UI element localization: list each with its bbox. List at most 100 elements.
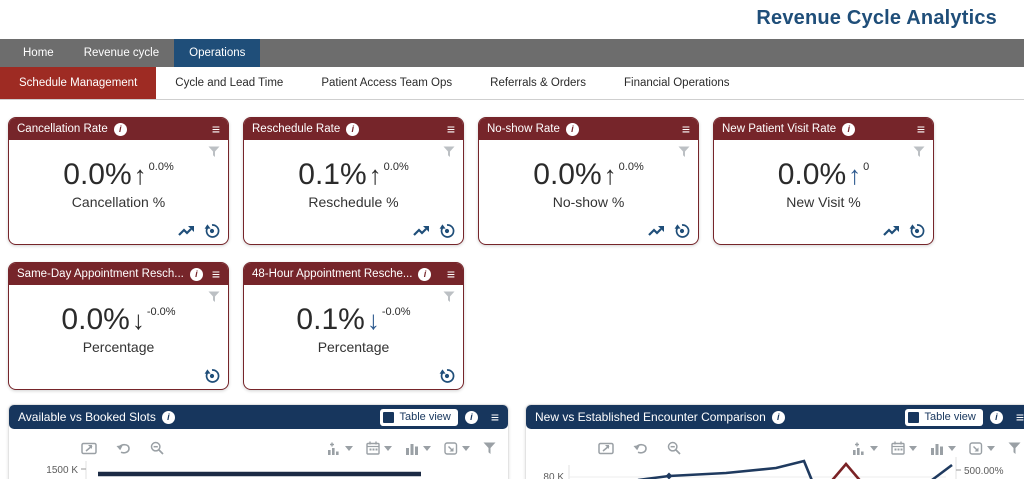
undo-icon[interactable] bbox=[116, 442, 131, 455]
filter-icon[interactable] bbox=[483, 442, 496, 455]
history-icon[interactable] bbox=[439, 223, 455, 239]
table-view-toggle[interactable]: Table view bbox=[380, 408, 458, 426]
nav-tab-home[interactable]: Home bbox=[23, 47, 54, 59]
up-arrow-icon: ↑ bbox=[368, 160, 382, 190]
info-icon[interactable]: i bbox=[418, 267, 432, 281]
export-dropdown[interactable] bbox=[444, 441, 470, 455]
info-icon[interactable]: i bbox=[161, 410, 175, 424]
menu-icon[interactable]: ≡ bbox=[490, 409, 499, 425]
kpi-value: 0.0%↑ 0 New Visit % bbox=[714, 158, 933, 210]
trend-line-icon[interactable] bbox=[178, 225, 195, 237]
kpi-footer-icons bbox=[178, 223, 220, 239]
kpi-card-body: 0.0%↑ 0 New Visit % bbox=[714, 140, 933, 245]
down-arrow-icon: ↓ bbox=[131, 305, 145, 335]
toolbar-right-group bbox=[851, 441, 1021, 455]
tab-patient-access-team-ops[interactable]: Patient Access Team Ops bbox=[321, 77, 453, 89]
kpi-footer-icons bbox=[648, 223, 690, 239]
kpi-delta: -0.0% bbox=[381, 306, 411, 318]
chart-type-dropdown[interactable] bbox=[930, 442, 956, 455]
zoom-out-icon[interactable] bbox=[150, 441, 164, 455]
primary-nav: Home Revenue cycle Operations bbox=[0, 39, 1024, 67]
kpi-card-header: No-show Rate i ≡ bbox=[479, 118, 698, 140]
filter-icon[interactable] bbox=[678, 145, 690, 163]
bar-plus-icon bbox=[853, 442, 864, 455]
kpi-card-48-hour-reschedule: 48-Hour Appointment Resche... i ≡ 0.1%↓ -… bbox=[243, 262, 464, 390]
kpi-card-body: 0.1%↓ -0.0% Percentage bbox=[244, 285, 463, 390]
info-icon[interactable]: i bbox=[113, 122, 127, 136]
trend-line-icon[interactable] bbox=[883, 225, 900, 237]
kpi-card-header: 48-Hour Appointment Resche... i ≡ bbox=[244, 263, 463, 285]
info-icon[interactable]: i bbox=[189, 267, 203, 281]
add-metric-dropdown[interactable] bbox=[326, 442, 353, 455]
kpi-card-title: New Patient Visit Rate bbox=[722, 123, 837, 135]
kpi-card-title: Same-Day Appointment Resch... bbox=[17, 268, 184, 280]
filter-icon[interactable] bbox=[1008, 442, 1021, 455]
history-icon[interactable] bbox=[204, 223, 220, 239]
menu-icon[interactable]: ≡ bbox=[681, 121, 690, 137]
chart-type-dropdown[interactable] bbox=[405, 442, 431, 455]
table-view-toggle[interactable]: Table view bbox=[905, 408, 983, 426]
filter-icon[interactable] bbox=[208, 290, 220, 308]
filter-icon[interactable] bbox=[443, 290, 455, 308]
filter-icon[interactable] bbox=[913, 145, 925, 163]
kpi-card-same-day-reschedule: Same-Day Appointment Resch... i ≡ 0.0%↓ -… bbox=[8, 262, 229, 390]
nav-tab-operations[interactable]: Operations bbox=[174, 39, 261, 67]
expand-icon[interactable] bbox=[81, 442, 97, 455]
menu-icon[interactable]: ≡ bbox=[211, 266, 220, 282]
filter-icon[interactable] bbox=[208, 145, 220, 163]
info-icon[interactable]: i bbox=[771, 410, 785, 424]
chevron-down-icon bbox=[987, 445, 995, 451]
kpi-footer-icons bbox=[413, 223, 455, 239]
info-icon[interactable]: i bbox=[842, 122, 856, 136]
export-dropdown[interactable] bbox=[969, 441, 995, 455]
kpi-delta: -0.0% bbox=[146, 306, 176, 318]
encounter-chart: 80 K 500.00% bbox=[543, 457, 1004, 479]
kpi-footer-icons bbox=[883, 223, 925, 239]
kpi-card-no-show-rate: No-show Rate i ≡ 0.0%↑ 0.0% No-show % bbox=[478, 117, 699, 245]
undo-icon[interactable] bbox=[633, 442, 648, 455]
export-icon bbox=[444, 441, 458, 455]
history-icon[interactable] bbox=[204, 368, 220, 384]
tab-schedule-management[interactable]: Schedule Management bbox=[0, 67, 157, 99]
history-icon[interactable] bbox=[674, 223, 690, 239]
kpi-value: 0.1%↑ 0.0% Reschedule % bbox=[244, 158, 463, 210]
menu-icon[interactable]: ≡ bbox=[916, 121, 925, 137]
panel-available-vs-booked-slots: Available vs Booked Slots i Table view i… bbox=[8, 404, 509, 479]
tab-financial-operations[interactable]: Financial Operations bbox=[624, 77, 730, 89]
toolbar-right-group bbox=[326, 441, 496, 455]
info-icon[interactable]: i bbox=[989, 410, 1003, 424]
info-icon[interactable]: i bbox=[346, 122, 360, 136]
info-icon[interactable]: i bbox=[464, 410, 478, 424]
kpi-card-cancellation-rate: Cancellation Rate i ≡ 0.0%↑ 0.0% Cancella… bbox=[8, 117, 229, 245]
tab-referrals-orders[interactable]: Referrals & Orders bbox=[490, 77, 587, 89]
zoom-out-icon[interactable] bbox=[667, 441, 681, 455]
info-icon[interactable]: i bbox=[565, 122, 579, 136]
secondary-nav: Schedule Management Cycle and Lead Time … bbox=[0, 67, 1024, 100]
menu-icon[interactable]: ≡ bbox=[1015, 409, 1024, 425]
calendar-dropdown[interactable] bbox=[366, 441, 392, 455]
nav-tab-revenue-cycle[interactable]: Revenue cycle bbox=[83, 47, 160, 59]
kpi-card-title: 48-Hour Appointment Resche... bbox=[252, 268, 413, 280]
filter-icon[interactable] bbox=[443, 145, 455, 163]
menu-icon[interactable]: ≡ bbox=[446, 266, 455, 282]
kpi-delta: 0.0% bbox=[383, 161, 409, 173]
kpi-label: Percentage bbox=[317, 339, 390, 355]
calendar-icon bbox=[891, 441, 905, 455]
up-arrow-icon: ↑ bbox=[603, 160, 617, 190]
trend-line-icon[interactable] bbox=[413, 225, 430, 237]
kpi-delta: 0 bbox=[863, 161, 870, 173]
add-metric-dropdown[interactable] bbox=[851, 442, 878, 455]
calendar-icon bbox=[366, 441, 380, 455]
menu-icon[interactable]: ≡ bbox=[446, 121, 455, 137]
history-icon[interactable] bbox=[909, 223, 925, 239]
panel-title: Available vs Booked Slots bbox=[18, 410, 156, 424]
trend-line-icon[interactable] bbox=[648, 225, 665, 237]
expand-icon[interactable] bbox=[598, 442, 614, 455]
tab-cycle-and-lead-time[interactable]: Cycle and Lead Time bbox=[175, 77, 284, 89]
down-arrow-icon: ↓ bbox=[366, 305, 380, 335]
menu-icon[interactable]: ≡ bbox=[211, 121, 220, 137]
calendar-dropdown[interactable] bbox=[891, 441, 917, 455]
y-axis-label: 1500 K bbox=[46, 465, 78, 476]
kpi-card-header: Cancellation Rate i ≡ bbox=[9, 118, 228, 140]
history-icon[interactable] bbox=[439, 368, 455, 384]
